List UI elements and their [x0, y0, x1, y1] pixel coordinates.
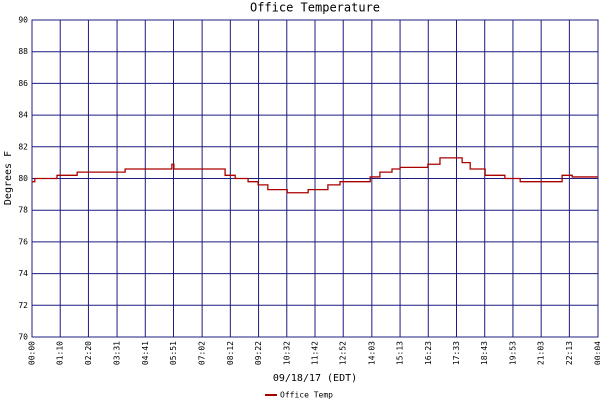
y-tick-label: 70 — [18, 333, 28, 342]
x-tick-label: 08:12 — [226, 341, 235, 365]
x-tick-label: 00:00 — [28, 341, 37, 365]
x-tick-label: 07:02 — [198, 341, 207, 365]
x-tick-label: 14:03 — [367, 341, 376, 365]
x-axis-label: 09/18/17 (EDT) — [273, 373, 357, 384]
x-tick-label: 21:03 — [537, 341, 546, 365]
x-tick-label: 09:22 — [254, 341, 263, 365]
x-tick-label: 18:43 — [480, 341, 489, 365]
y-tick-label: 88 — [18, 47, 28, 56]
x-tick-label: 01:10 — [56, 341, 65, 365]
y-tick-label: 86 — [18, 79, 28, 88]
y-tick-label: 90 — [18, 16, 28, 25]
x-tick-label: 03:31 — [113, 341, 122, 365]
y-tick-label: 78 — [18, 206, 28, 215]
plot-frame — [31, 19, 599, 338]
y-tick-label: 82 — [18, 142, 28, 151]
x-tick-label: 02:20 — [84, 341, 93, 365]
data-line — [32, 157, 598, 194]
x-tick-label: 10:32 — [282, 341, 291, 365]
y-tick-label: 74 — [18, 269, 28, 278]
x-tick-label: 11:42 — [311, 341, 320, 365]
x-tick-label: 16:23 — [424, 341, 433, 365]
chart-title: Office Temperature — [250, 1, 380, 15]
x-tick-label: 12:52 — [339, 341, 348, 365]
x-tick-label: 19:53 — [508, 341, 517, 365]
x-tick-label: 05:51 — [169, 341, 178, 365]
y-axis-label: Degrees F — [3, 151, 14, 205]
y-tick-label: 84 — [18, 111, 28, 120]
x-tick-label: 15:13 — [396, 341, 405, 365]
y-tick-label: 72 — [18, 301, 28, 310]
x-tick-label: 17:33 — [452, 341, 461, 365]
x-tick-label: 22:13 — [565, 341, 574, 365]
legend-label: Office Temp — [280, 391, 333, 400]
x-tick-label: 04:41 — [141, 341, 150, 365]
y-tick-label: 80 — [18, 174, 28, 183]
y-tick-label: 76 — [18, 237, 28, 246]
x-tick-label: 00:04 — [594, 341, 600, 365]
